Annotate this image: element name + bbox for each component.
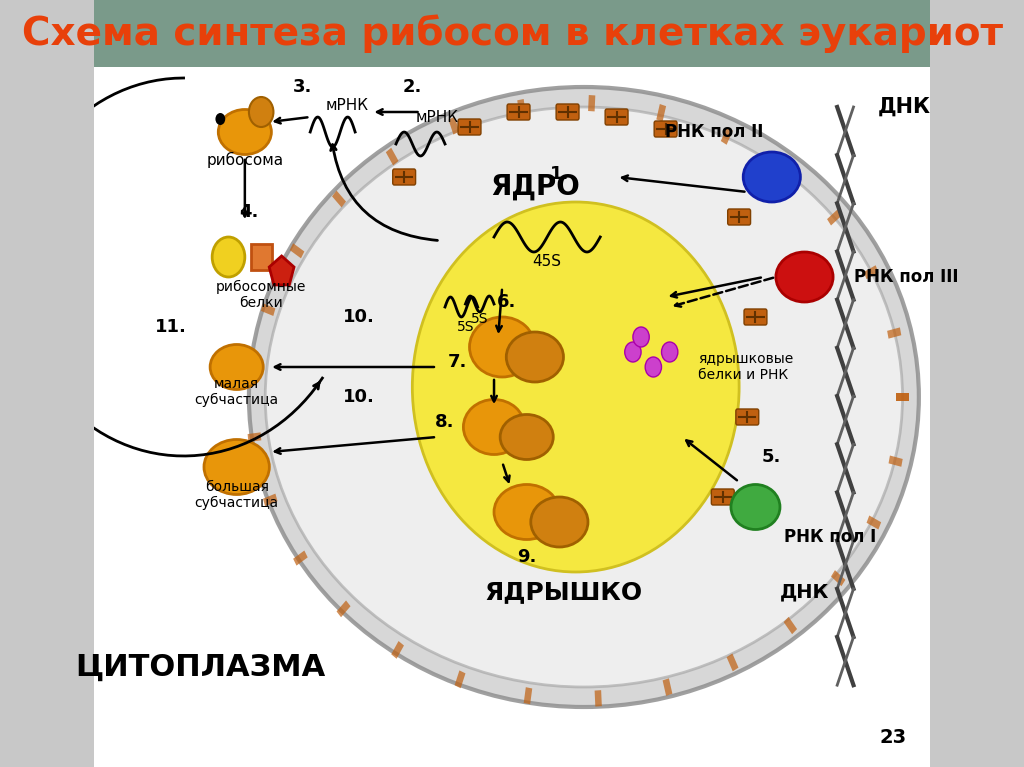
Bar — [332, 190, 346, 207]
Text: 5S: 5S — [471, 312, 488, 326]
Text: ядрышковые
белки и РНК: ядрышковые белки и РНК — [698, 352, 794, 382]
Bar — [866, 515, 881, 529]
Bar — [778, 163, 793, 180]
Bar — [337, 601, 350, 617]
Bar — [523, 687, 532, 704]
FancyBboxPatch shape — [556, 104, 579, 120]
Ellipse shape — [413, 202, 739, 572]
Ellipse shape — [494, 485, 559, 539]
Text: рибосома: рибосома — [206, 152, 284, 168]
Text: 5.: 5. — [762, 448, 781, 466]
Bar — [261, 303, 275, 316]
Bar — [595, 690, 602, 706]
FancyBboxPatch shape — [605, 109, 628, 125]
Ellipse shape — [500, 414, 553, 459]
FancyBboxPatch shape — [654, 121, 677, 137]
Ellipse shape — [265, 107, 902, 687]
Ellipse shape — [470, 317, 535, 377]
FancyBboxPatch shape — [712, 489, 734, 505]
Bar — [896, 393, 909, 401]
Text: 11.: 11. — [156, 318, 187, 336]
Circle shape — [215, 113, 225, 125]
Circle shape — [662, 342, 678, 362]
Text: 4.: 4. — [240, 203, 259, 221]
Ellipse shape — [204, 439, 269, 495]
Circle shape — [625, 342, 641, 362]
Text: 2.: 2. — [402, 78, 422, 96]
Ellipse shape — [218, 110, 271, 154]
Bar — [263, 494, 278, 506]
Bar — [247, 368, 260, 377]
FancyBboxPatch shape — [744, 309, 767, 325]
Ellipse shape — [464, 400, 524, 455]
Bar — [656, 104, 666, 122]
Text: 45S: 45S — [532, 255, 561, 269]
Ellipse shape — [776, 252, 834, 302]
Text: 7.: 7. — [447, 353, 467, 371]
Bar — [386, 148, 398, 166]
Text: 1.: 1. — [550, 165, 569, 183]
FancyBboxPatch shape — [94, 0, 930, 67]
Ellipse shape — [743, 152, 801, 202]
Text: мРНК: мРНК — [326, 97, 369, 113]
Text: 5S: 5S — [457, 320, 474, 334]
Text: РНК пол II: РНК пол II — [666, 123, 764, 141]
Text: ЯДРЫШКО: ЯДРЫШКО — [484, 580, 642, 604]
Circle shape — [633, 327, 649, 347]
Text: 8.: 8. — [435, 413, 455, 431]
Text: мРНК: мРНК — [416, 110, 459, 124]
Circle shape — [249, 97, 273, 127]
Bar — [887, 328, 901, 339]
Bar — [248, 433, 261, 442]
Ellipse shape — [506, 332, 563, 382]
Text: ДНК: ДНК — [780, 582, 829, 601]
Bar — [889, 456, 903, 467]
Bar — [455, 670, 466, 688]
Bar — [449, 117, 460, 134]
Text: РНК пол III: РНК пол III — [853, 268, 958, 286]
Text: малая
субчастица: малая субчастица — [195, 377, 279, 407]
Text: рибосомные
белки: рибосомные белки — [216, 280, 306, 310]
Bar — [864, 265, 879, 279]
Bar — [831, 570, 846, 586]
Bar — [721, 127, 733, 145]
Ellipse shape — [530, 497, 588, 547]
Bar — [783, 617, 797, 634]
Bar — [293, 551, 307, 565]
Ellipse shape — [731, 485, 780, 529]
Circle shape — [212, 237, 245, 277]
Bar — [827, 209, 842, 225]
Bar — [391, 641, 403, 659]
Text: ЦИТОПЛАЗМА: ЦИТОПЛАЗМА — [75, 653, 325, 682]
FancyBboxPatch shape — [458, 119, 481, 135]
FancyBboxPatch shape — [507, 104, 530, 120]
Text: 6.: 6. — [497, 293, 516, 311]
Bar — [727, 653, 738, 671]
FancyBboxPatch shape — [94, 67, 930, 767]
FancyBboxPatch shape — [728, 209, 751, 225]
Text: ДНК: ДНК — [878, 97, 931, 117]
Bar — [663, 678, 673, 696]
FancyBboxPatch shape — [736, 409, 759, 425]
Text: РНК пол I: РНК пол I — [784, 528, 877, 546]
Bar — [290, 243, 304, 258]
Text: 10.: 10. — [343, 308, 375, 326]
Text: 23: 23 — [880, 728, 906, 747]
Bar — [588, 95, 595, 111]
FancyBboxPatch shape — [393, 169, 416, 185]
Text: 10.: 10. — [343, 388, 375, 406]
Circle shape — [645, 357, 662, 377]
Text: ЯДРО: ЯДРО — [490, 173, 580, 201]
Text: Схема синтеза рибосом в клетках эукариот: Схема синтеза рибосом в клетках эукариот — [22, 15, 1002, 54]
Text: 9.: 9. — [517, 548, 537, 566]
Text: большая
субчастица: большая субчастица — [195, 480, 279, 510]
Ellipse shape — [210, 344, 263, 390]
Text: 3.: 3. — [292, 78, 311, 96]
Bar — [517, 99, 525, 116]
Bar — [896, 393, 909, 401]
Ellipse shape — [249, 87, 919, 707]
